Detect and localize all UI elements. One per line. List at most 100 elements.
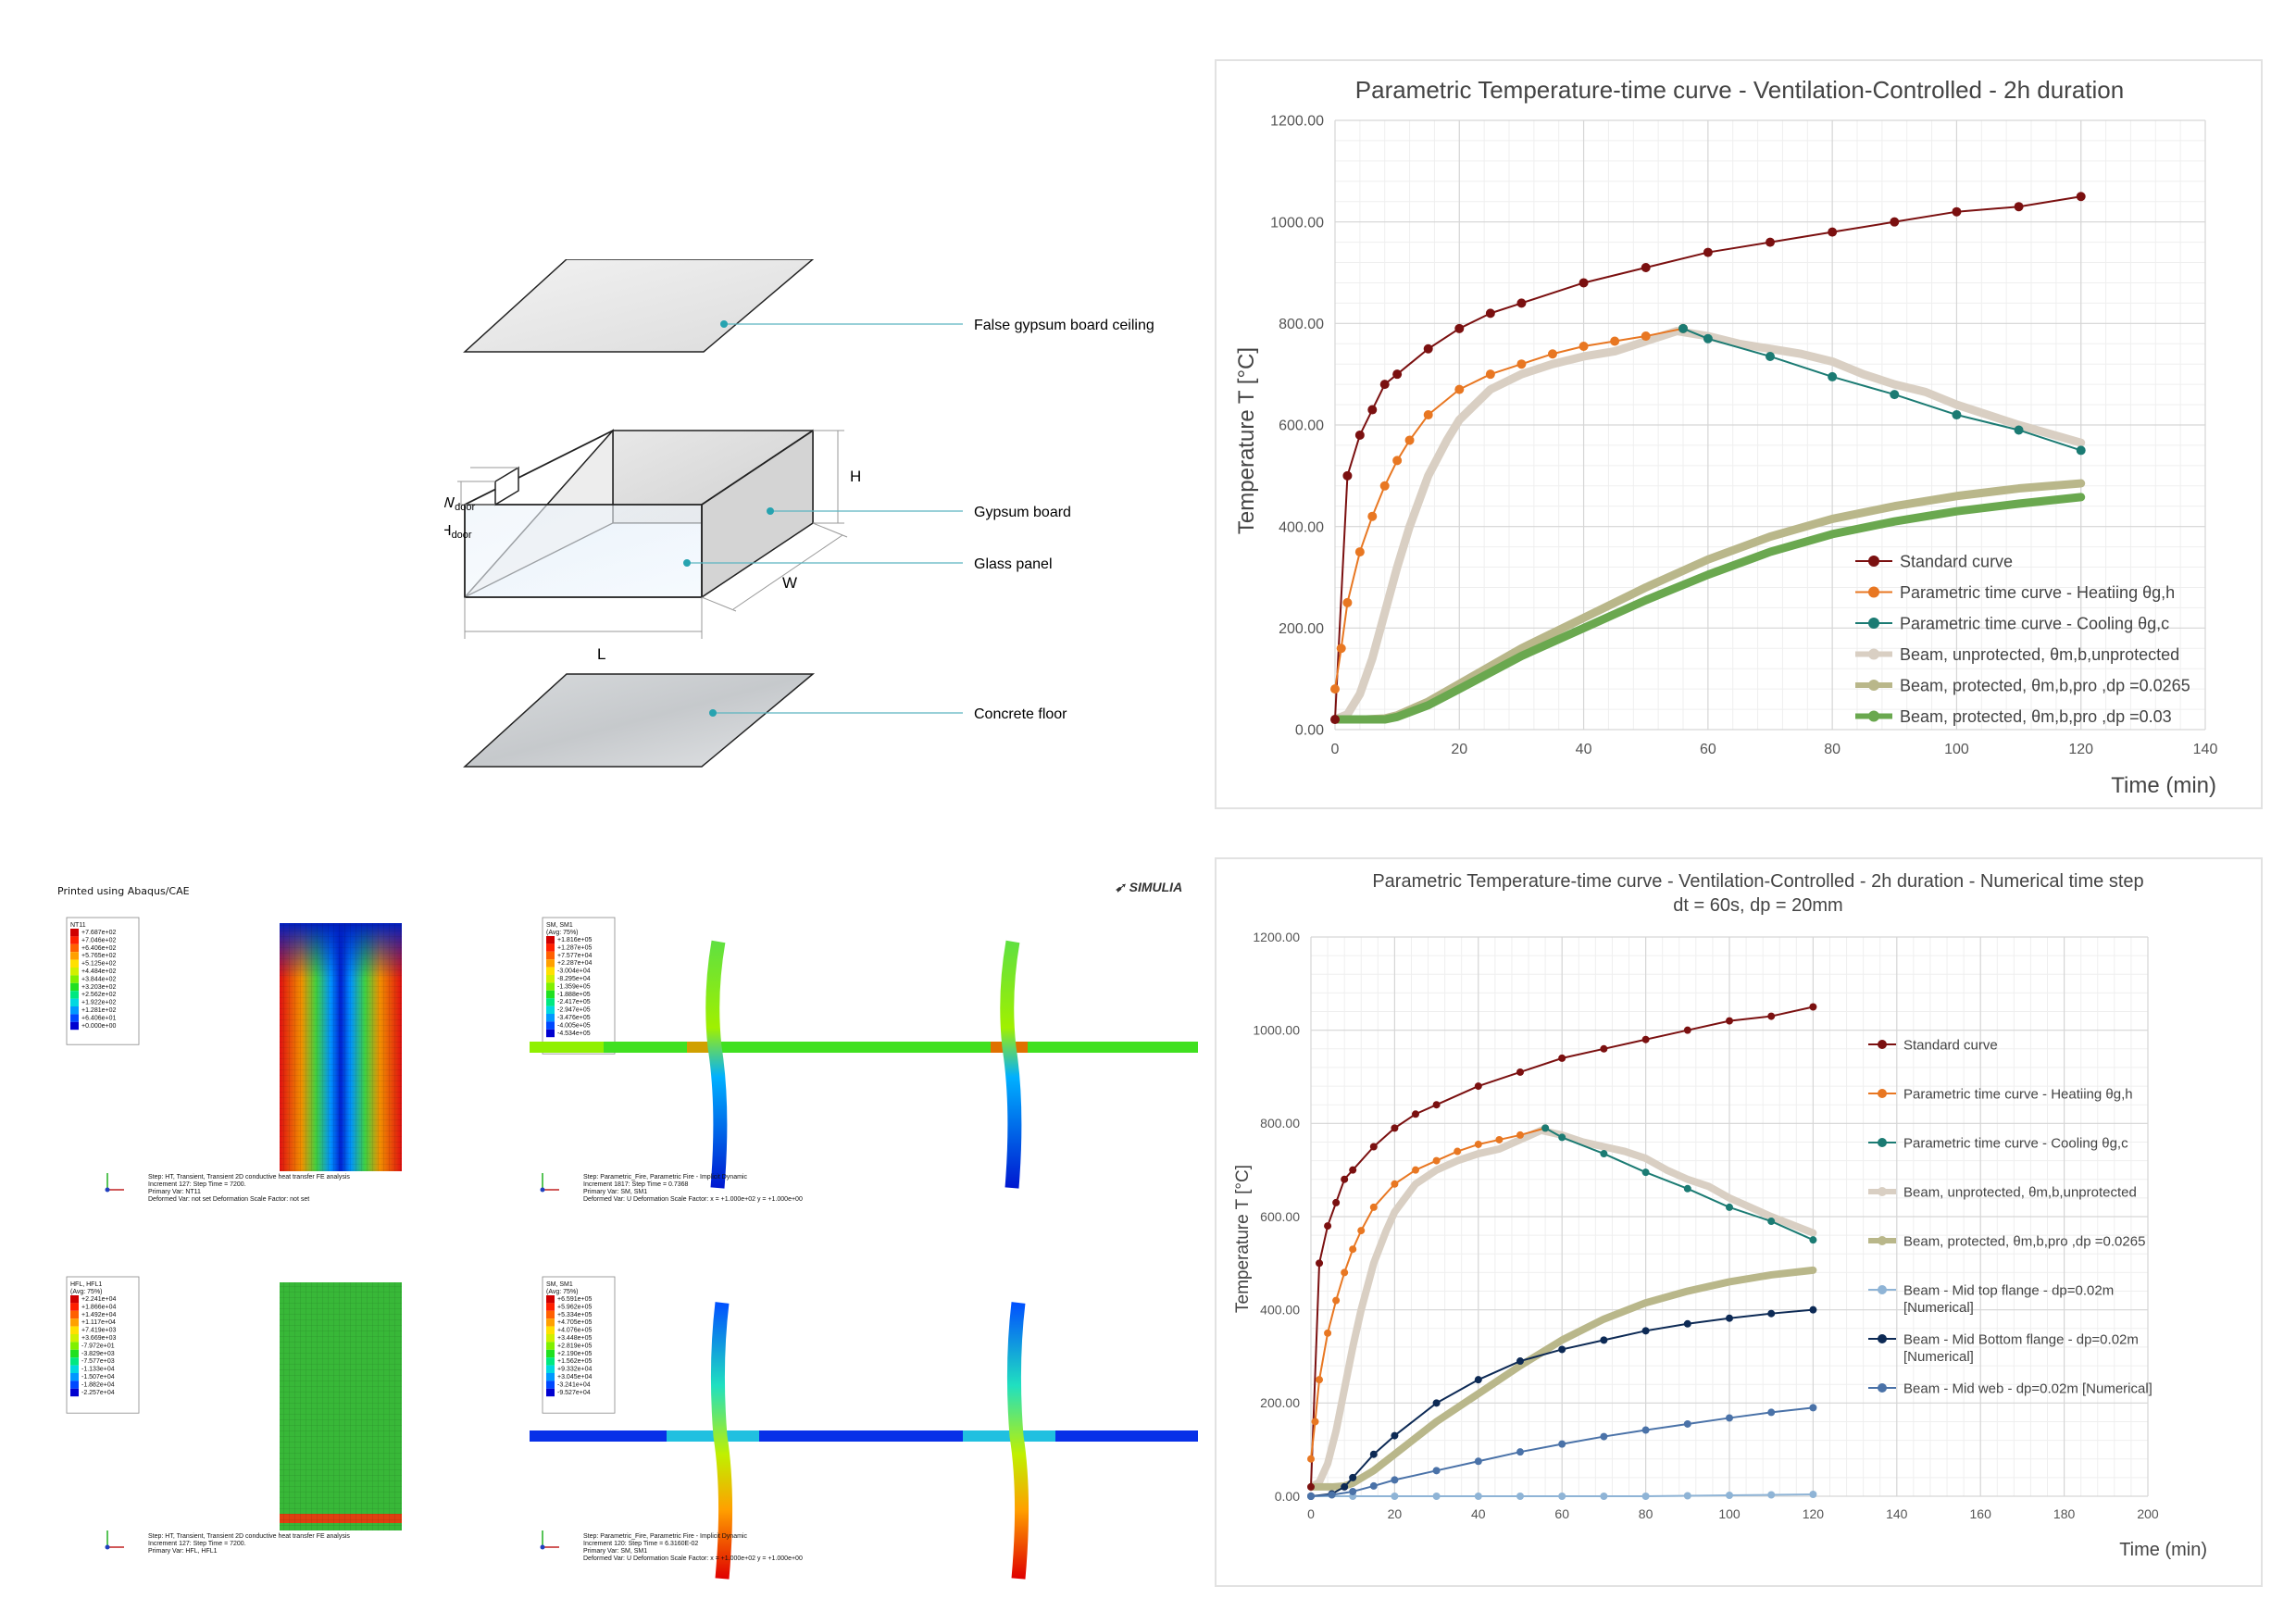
- fe-legend-value: +3.669e+03: [81, 1335, 116, 1342]
- fe-legend-value: +4.705e+05: [557, 1319, 592, 1326]
- legend-marker: [1868, 710, 1879, 722]
- legend-label: Standard curve: [1900, 552, 2013, 570]
- data-point: [1349, 1487, 1357, 1495]
- fe-legend-color: [70, 1295, 79, 1304]
- fe-legend-color: [546, 1326, 555, 1334]
- compartment-diagram: H W L Wdoor Hdoor False gypsum board cei…: [444, 259, 1154, 768]
- x-tick-label: 80: [1639, 1506, 1653, 1521]
- fe-legend-value: +2.241e+04: [81, 1296, 116, 1303]
- data-point: [1349, 1166, 1357, 1174]
- data-point: [1423, 410, 1433, 420]
- data-point: [1516, 1448, 1524, 1456]
- dim-W: W: [782, 574, 797, 592]
- data-point: [1952, 206, 1962, 217]
- data-point: [1683, 1319, 1691, 1328]
- data-point: [1678, 323, 1688, 333]
- ceiling-slab: [463, 259, 815, 353]
- fe-footer-line: Deformed Var: U Deformation Scale Factor…: [583, 1196, 803, 1203]
- fe-legend-value: -4.534e+05: [557, 1031, 591, 1037]
- data-point: [1474, 1082, 1482, 1091]
- data-point: [1432, 1493, 1441, 1500]
- dim-hdoor: Hdoor: [444, 523, 472, 541]
- fe-legend-color: [70, 1357, 79, 1366]
- data-point: [1610, 336, 1620, 346]
- legend-marker: [1878, 1089, 1887, 1098]
- fe-legend-color: [546, 998, 555, 1006]
- data-point: [1703, 333, 1713, 344]
- chart-1-frame: Parametric Temperature-time curve - Vent…: [1215, 59, 2263, 809]
- chart-1-ylabel: Temperature T [°C]: [1234, 347, 1259, 534]
- fe-legend-color: [546, 1334, 555, 1343]
- y-tick-label: 0.00: [1275, 1489, 1300, 1504]
- y-tick-label: 600.00: [1260, 1209, 1300, 1224]
- data-point: [1641, 263, 1651, 273]
- fe-legend-color: [546, 1380, 555, 1389]
- data-point: [1641, 1327, 1650, 1335]
- fe-legend-value: +1.287e+05: [557, 944, 592, 951]
- data-point: [2014, 202, 2024, 212]
- fe-legend-value: -1.133e+04: [81, 1367, 115, 1373]
- fe-legend-subtitle: (Avg: 75%): [70, 1289, 103, 1295]
- fe-legend-value: +2.562e+02: [81, 992, 116, 998]
- legend-label: Beam - Mid web - dp=0.02m [Numerical]: [1903, 1380, 2152, 1396]
- data-point: [1641, 1426, 1650, 1434]
- fe-legend-color: [70, 975, 79, 983]
- data-point: [1600, 1044, 1608, 1053]
- fe-legend-value: +1.117e+04: [81, 1319, 116, 1326]
- data-point: [1516, 1493, 1524, 1500]
- data-point: [1683, 1026, 1691, 1034]
- legend-label: Parametric time curve - Cooling θg,c: [1900, 614, 2169, 632]
- fe-legend-value: +5.765e+02: [81, 953, 116, 959]
- data-point: [1726, 1491, 1733, 1499]
- data-point: [1332, 1198, 1341, 1206]
- fe-legend-value: +5.962e+05: [557, 1304, 592, 1310]
- chart-2-frame: Parametric Temperature-time curve - Vent…: [1215, 857, 2263, 1587]
- data-point: [1767, 1408, 1776, 1417]
- fe-legend-value: +6.591e+05: [557, 1296, 592, 1303]
- fe-legend-color: [70, 1014, 79, 1022]
- legend-label: Standard curve: [1903, 1037, 1998, 1053]
- fe-footer-line: Increment 1817: Step Time = 0.7368: [583, 1181, 689, 1188]
- y-tick-label: 200.00: [1279, 621, 1324, 637]
- fe-legend-color: [70, 1349, 79, 1358]
- x-tick-label: 80: [1824, 742, 1841, 757]
- fe-legend-value: +5.334e+05: [557, 1312, 592, 1318]
- data-point: [1432, 1399, 1441, 1407]
- fe-legend-color: [70, 936, 79, 944]
- fe-legend-color: [546, 990, 555, 999]
- fe-legend-value: -8.295e+04: [557, 976, 591, 982]
- data-point: [1767, 1491, 1776, 1499]
- y-tick-label: 800.00: [1279, 317, 1324, 332]
- legend-label: Beam, protected, θm,b,pro ,dp =0.0265: [1903, 1233, 2145, 1249]
- data-point: [1391, 1431, 1399, 1440]
- data-point: [1379, 380, 1390, 390]
- data-point: [1432, 1467, 1441, 1475]
- data-point: [1683, 1492, 1691, 1500]
- data-point: [1404, 435, 1415, 445]
- data-point: [1516, 1357, 1524, 1366]
- fe-legend-color: [546, 1006, 555, 1014]
- fe-panel-temperature: [280, 923, 402, 1171]
- legend-marker: [1878, 1040, 1887, 1049]
- y-tick-label: 0.00: [1295, 723, 1324, 739]
- chart-2-title: Parametric Temperature-time curve - Vent…: [1372, 871, 2143, 892]
- data-point: [1541, 1124, 1550, 1132]
- fe-legend-color: [70, 1373, 79, 1381]
- fe-legend-color: [546, 1014, 555, 1022]
- x-tick-label: 120: [1803, 1506, 1825, 1521]
- data-point: [1392, 456, 1403, 466]
- data-point: [1726, 1314, 1733, 1322]
- fe-legend-value: +7.419e+03: [81, 1328, 116, 1334]
- data-point: [1726, 1203, 1733, 1211]
- simulia-logo: ➹ SIMULIA: [1115, 880, 1183, 894]
- chart-2-subtitle: dt = 60s, dp = 20mm: [1673, 895, 1842, 916]
- fe-footer-line: Step: Parametric_Fire, Parametric Fire -…: [583, 1174, 747, 1181]
- fe-legend-color: [546, 1310, 555, 1319]
- legend-marker: [1878, 1236, 1887, 1245]
- fe-legend-value: -3.829e+03: [81, 1351, 115, 1357]
- fe-legend-value: +1.816e+05: [557, 937, 592, 943]
- data-point: [1495, 1135, 1504, 1143]
- legend-marker: [1878, 1334, 1887, 1343]
- fe-legend-subtitle: (Avg: 75%): [546, 1289, 579, 1295]
- data-point: [1767, 1218, 1776, 1226]
